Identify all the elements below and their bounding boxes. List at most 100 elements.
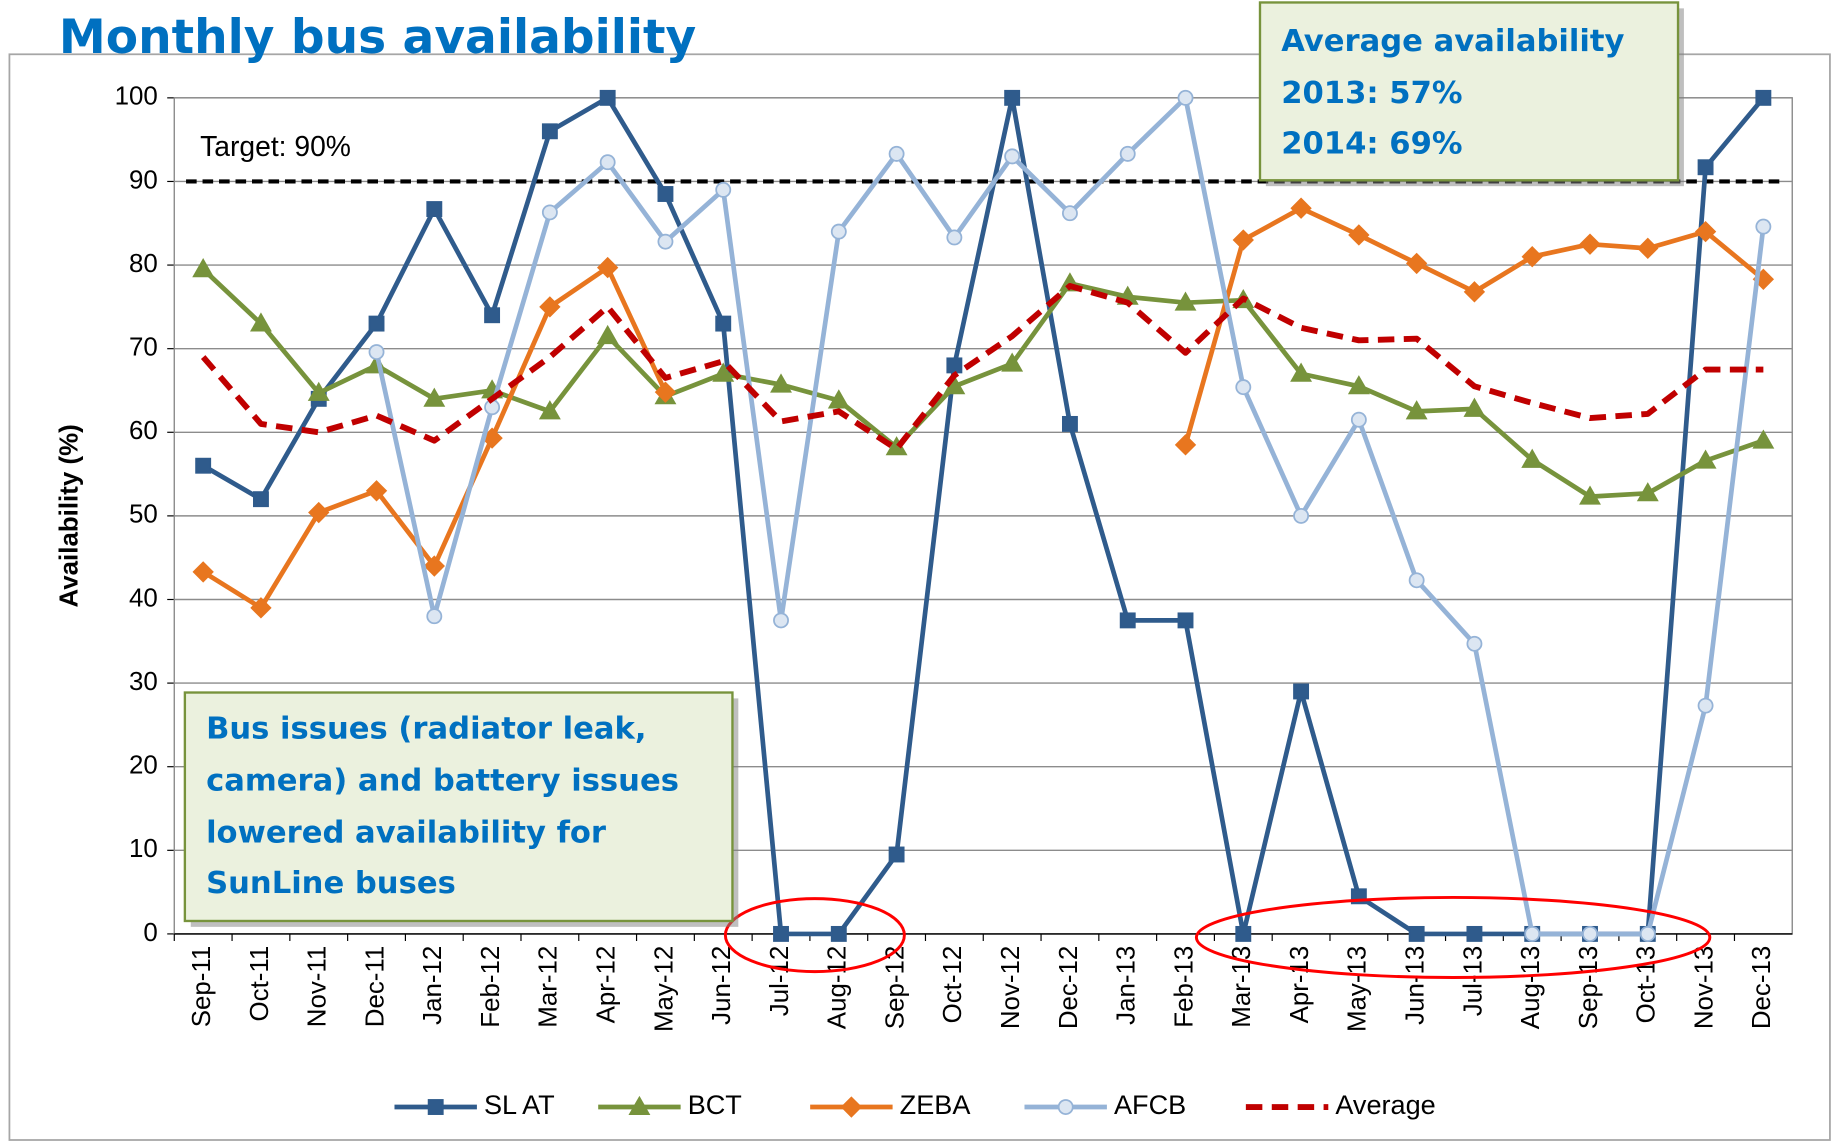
x-tick-label: Nov-11 [304, 946, 332, 1028]
y-tick-label: 10 [129, 835, 158, 863]
marker [192, 258, 215, 278]
x-tick-label: Dec-13 [1748, 946, 1776, 1029]
series-line [200, 283, 1764, 452]
overlay: Average availability 2013: 57% 2014: 69%… [183, 1, 1712, 979]
marker [1697, 159, 1714, 176]
x-tick-label: Oct-12 [939, 946, 967, 1024]
marker [715, 315, 732, 332]
marker [654, 381, 677, 403]
marker [1466, 635, 1483, 652]
marker [1639, 925, 1656, 942]
y-tick-label: 80 [129, 250, 158, 278]
x-tick-label: Jan-13 [1113, 946, 1141, 1025]
annotation-box [1258, 1, 1680, 182]
marker [1582, 925, 1598, 942]
marker [1755, 218, 1772, 235]
marker [192, 561, 214, 583]
marker [1694, 220, 1717, 243]
x-tick-label: Oct-11 [246, 946, 274, 1022]
y-axis-label: Availability (%) [55, 424, 83, 607]
x-tick-label: Dec-12 [1055, 946, 1083, 1029]
marker [1579, 485, 1601, 505]
x-tick-label: Oct-13 [1633, 946, 1661, 1024]
marker [773, 925, 789, 942]
marker [1694, 449, 1717, 469]
marker [1004, 89, 1021, 106]
marker [770, 373, 792, 393]
y-tick-label: 0 [143, 919, 157, 947]
marker [541, 123, 558, 140]
marker [773, 612, 789, 629]
marker [1174, 291, 1197, 311]
legend-label: BCT [688, 1089, 742, 1120]
marker [1293, 507, 1310, 524]
marker [1232, 229, 1254, 251]
marker [308, 501, 330, 524]
marker [365, 480, 388, 502]
marker [1001, 352, 1024, 372]
x-tick-label: Aug-12 [824, 946, 852, 1029]
marker [830, 223, 847, 240]
x-tick-label: Jan-12 [419, 946, 447, 1025]
marker [1119, 612, 1136, 629]
marker [1524, 925, 1541, 942]
marker [1755, 89, 1772, 106]
marker [541, 204, 558, 221]
marker [1177, 89, 1194, 106]
legend-label: AFCB [1114, 1089, 1186, 1120]
x-tick-label: Sep-13 [1575, 946, 1603, 1029]
annotation-text: SunLine buses [206, 866, 456, 901]
marker [426, 201, 443, 217]
legend-label: SL AT [484, 1089, 555, 1120]
x-tick-label: Jul-13 [1459, 946, 1487, 1017]
marker [1463, 281, 1486, 303]
y-tick-label: 60 [129, 417, 158, 445]
marker [1752, 429, 1775, 449]
marker [1408, 572, 1425, 589]
series-line [201, 95, 1766, 937]
marker [423, 387, 446, 407]
marker [946, 229, 963, 246]
marker [426, 608, 443, 625]
legend-marker [840, 1096, 863, 1118]
marker [599, 154, 616, 171]
annotation-text: Bus issues (radiator leak, [206, 712, 646, 747]
marker [538, 400, 561, 420]
marker [1235, 925, 1252, 942]
marker [539, 296, 561, 318]
x-tick-label: May-13 [1344, 946, 1372, 1032]
marker [596, 256, 619, 279]
marker [484, 307, 501, 324]
x-tick-label: Apr-12 [593, 946, 621, 1024]
annotation-box [183, 691, 734, 923]
marker [423, 555, 445, 577]
marker [596, 324, 619, 345]
marker [1637, 237, 1659, 260]
marker [712, 362, 735, 382]
marker [1348, 224, 1370, 246]
y-tick-label: 50 [129, 501, 158, 529]
marker [1119, 145, 1136, 162]
marker [888, 145, 905, 162]
marker [1350, 411, 1367, 428]
highlight-ellipse [1194, 895, 1712, 979]
annotation-text: Average availability [1281, 24, 1624, 59]
x-tick-label: May-12 [650, 946, 678, 1032]
marker [1697, 697, 1714, 714]
annotation-text: camera) and battery issues [206, 764, 679, 799]
x-tick-label: Feb-12 [477, 946, 505, 1028]
legend-label: ZEBA [900, 1089, 972, 1120]
chart-frame [8, 53, 1831, 1141]
marker [827, 389, 850, 409]
y-tick-label: 100 [115, 83, 158, 111]
x-tick-label: Sep-11 [188, 946, 216, 1028]
marker [1408, 925, 1425, 942]
marker [195, 457, 212, 474]
marker [368, 344, 385, 360]
legend-marker [1057, 1099, 1074, 1115]
marker [253, 491, 269, 508]
marker [1405, 400, 1428, 420]
series-line [201, 267, 1765, 500]
marker [1061, 205, 1078, 222]
marker [657, 186, 674, 202]
